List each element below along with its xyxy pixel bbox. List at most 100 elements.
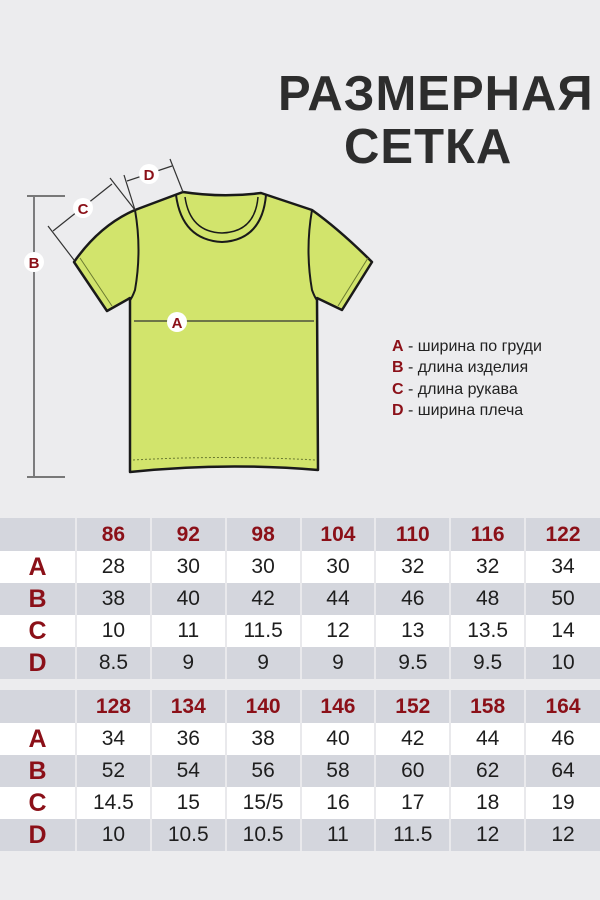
value-cell: 16 — [299, 787, 376, 819]
size-header-cell: 158 — [449, 690, 526, 723]
size-header-row: 86 92 98 104 110 116 122 — [0, 518, 600, 551]
size-header-cell: 122 — [524, 518, 600, 551]
value-cell: 9 — [299, 647, 376, 679]
legend: A - ширина по груди B - длина изделия C … — [392, 336, 542, 421]
value-cell: 12 — [524, 819, 600, 851]
value-cell: 15/5 — [224, 787, 301, 819]
value-cell: 9.5 — [449, 647, 526, 679]
table-row: B 52 54 56 58 60 62 64 — [0, 755, 600, 787]
size-header-cell: 128 — [75, 690, 151, 723]
legend-item-a: A - ширина по груди — [392, 336, 542, 357]
value-cell: 40 — [299, 723, 376, 755]
value-cell: 32 — [449, 551, 526, 583]
legend-key: D — [392, 401, 404, 419]
size-header-cell: 98 — [224, 518, 301, 551]
row-label: B — [0, 583, 76, 615]
table-row: D 10 10.5 10.5 11 11.5 12 12 — [0, 819, 600, 851]
value-cell: 12 — [299, 615, 376, 647]
value-cell: 10 — [75, 819, 151, 851]
label-c: C — [78, 201, 89, 218]
table-row: A 28 30 30 30 32 32 34 — [0, 551, 600, 583]
size-header-cell: 146 — [299, 690, 376, 723]
legend-key: B — [392, 359, 404, 377]
value-cell: 10.5 — [224, 819, 301, 851]
size-table-1: 86 92 98 104 110 116 122 A 28 30 30 30 32 32 34 B 38 40 42… — [0, 518, 600, 679]
value-cell: 44 — [299, 583, 376, 615]
size-header-row: 128 134 140 146 152 158 164 — [0, 690, 600, 723]
value-cell: 52 — [75, 755, 151, 787]
value-cell: 30 — [224, 551, 301, 583]
size-header-cell: 140 — [224, 690, 301, 723]
size-header-cell: 152 — [374, 690, 451, 723]
value-cell: 46 — [374, 583, 451, 615]
value-cell: 9 — [224, 647, 301, 679]
size-table-2: 128 134 140 146 152 158 164 A 34 36 38 40 42 44 46 B 52 5… — [0, 690, 600, 851]
value-cell: 11.5 — [374, 819, 451, 851]
row-label: B — [0, 755, 76, 787]
size-header-cell: 164 — [524, 690, 600, 723]
value-cell: 12 — [449, 819, 526, 851]
legend-text: - ширина по груди — [403, 338, 542, 355]
value-cell: 44 — [449, 723, 526, 755]
value-cell: 34 — [75, 723, 151, 755]
value-cell: 11 — [299, 819, 376, 851]
value-cell: 42 — [374, 723, 451, 755]
label-a: A — [172, 315, 183, 332]
table-row: D 8.5 9 9 9 9.5 9.5 10 — [0, 647, 600, 679]
value-cell: 48 — [449, 583, 526, 615]
size-header-cell: 116 — [449, 518, 526, 551]
value-cell: 19 — [524, 787, 600, 819]
legend-text: - длина изделия — [403, 359, 529, 377]
size-header-cell: 104 — [299, 518, 376, 551]
value-cell: 9 — [149, 647, 226, 679]
value-cell: 36 — [149, 723, 226, 755]
legend-key: C — [392, 380, 404, 398]
legend-item-b: B - длина изделия — [392, 357, 542, 378]
value-cell: 32 — [374, 551, 451, 583]
value-cell: 15 — [149, 787, 226, 819]
size-header-cell: 134 — [149, 690, 226, 723]
value-cell: 42 — [224, 583, 301, 615]
tshirt-icon — [72, 190, 374, 474]
row-label: A — [0, 551, 76, 583]
label-d: D — [144, 167, 155, 184]
size-header-cell: 86 — [75, 518, 151, 551]
row-label: C — [0, 615, 76, 647]
size-header-cell: 110 — [374, 518, 451, 551]
value-cell: 11.5 — [224, 615, 301, 647]
value-cell: 10 — [75, 615, 151, 647]
legend-text: - длина рукава — [403, 380, 518, 398]
corner-cell — [0, 690, 76, 723]
value-cell: 10 — [524, 647, 600, 679]
legend-item-d: D - ширина плеча — [392, 400, 542, 421]
legend-item-c: C - длина рукава — [392, 379, 542, 400]
value-cell: 46 — [524, 723, 600, 755]
row-label: A — [0, 723, 76, 755]
value-cell: 10.5 — [149, 819, 226, 851]
legend-key: A — [392, 338, 404, 355]
title-line-1: РАЗМЕРНАЯ — [278, 67, 594, 121]
value-cell: 60 — [374, 755, 451, 787]
value-cell: 30 — [299, 551, 376, 583]
value-cell: 64 — [524, 755, 600, 787]
size-header-cell: 92 — [149, 518, 226, 551]
tshirt-diagram: A B C D — [24, 158, 374, 478]
table-row: B 38 40 42 44 46 48 50 — [0, 583, 600, 615]
value-cell: 58 — [299, 755, 376, 787]
corner-cell — [0, 518, 76, 551]
value-cell: 34 — [524, 551, 600, 583]
table-row: C 10 11 11.5 12 13 13.5 14 — [0, 615, 600, 647]
value-cell: 11 — [149, 615, 226, 647]
row-label: D — [0, 819, 76, 851]
title-line-2: СЕТКА — [344, 120, 513, 174]
value-cell: 38 — [75, 583, 151, 615]
value-cell: 9.5 — [374, 647, 451, 679]
value-cell: 30 — [149, 551, 226, 583]
table-row: A 34 36 38 40 42 44 46 — [0, 723, 600, 755]
value-cell: 17 — [374, 787, 451, 819]
value-cell: 62 — [449, 755, 526, 787]
value-cell: 18 — [449, 787, 526, 819]
value-cell: 50 — [524, 583, 600, 615]
label-b: B — [29, 255, 40, 272]
row-label: C — [0, 787, 76, 819]
